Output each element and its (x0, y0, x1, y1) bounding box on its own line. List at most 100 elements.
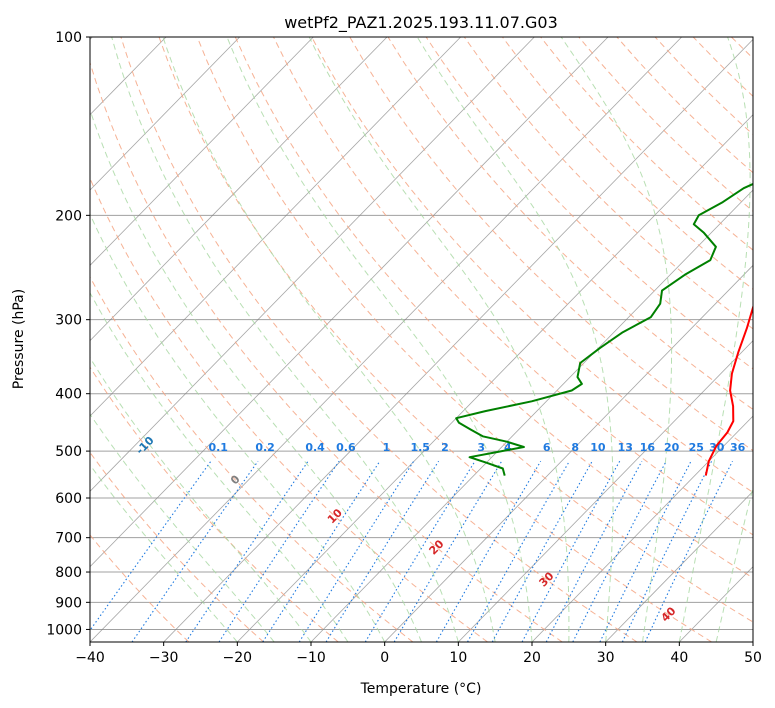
plot-frame (89, 36, 754, 643)
mixing-ratio-label: 10 (590, 441, 606, 454)
y-tick-label: 100 (55, 30, 82, 46)
mixing-ratio-line (90, 460, 212, 632)
mixing-ratio-label: 0.1 (208, 441, 228, 454)
dry-adiabat-line (90, 276, 414, 642)
x-tick-label: 30 (597, 650, 615, 666)
moist-adiabat-line (308, 37, 570, 642)
background-lines (90, 37, 753, 642)
mixing-ratio-label: 0.2 (255, 441, 275, 454)
mixing-ratio-line (545, 460, 643, 642)
y-axis: 100 200 300 400 500 600 700 800 900 1000 (46, 30, 90, 638)
mixing-ratio-label: 8 (571, 441, 579, 454)
moist-adiabat-line (90, 464, 238, 642)
mixing-ratio-line (185, 460, 309, 642)
y-tick-label: 400 (55, 387, 82, 403)
mixing-ratio-label: 30 (709, 441, 725, 454)
plot-area (90, 37, 753, 642)
isotherm-line (90, 37, 388, 342)
mixing-ratio-line (621, 460, 713, 642)
mixing-ratio-line (572, 460, 667, 642)
mixing-ratio-line (325, 460, 440, 642)
y-tick-label: 600 (55, 491, 82, 507)
dry-adiabat-line (90, 61, 563, 642)
isotherm-line (90, 37, 461, 417)
moist-adiabat-line (162, 37, 496, 642)
mixing-ratio-label: 2 (441, 441, 449, 454)
mixing-ratio-line (262, 460, 381, 642)
dry-adiabat-line (90, 451, 264, 642)
dewpoint-profile-line (455, 182, 753, 476)
moist-adiabat-line (226, 37, 533, 642)
mixing-ratio-line (467, 460, 570, 642)
dry-adiabat-line (90, 366, 339, 642)
mixing-ratio-line (491, 460, 593, 642)
moist-adiabat-line (90, 356, 312, 642)
mixing-ratio-label: 36 (730, 441, 746, 454)
moist-adiabat-line (90, 212, 386, 642)
x-tick-label: 20 (523, 650, 541, 666)
dry-adiabat-line (387, 37, 753, 411)
y-tick-label: 200 (55, 208, 82, 224)
chart-title: wetPf2_PAZ1.2025.193.11.07.G03 (284, 13, 558, 33)
isotherm-line (90, 37, 535, 492)
mixing-ratio-label: 1.5 (410, 441, 430, 454)
isotherm-line (163, 38, 753, 642)
mixing-ratio-label: 25 (689, 441, 704, 454)
mixing-ratio-line (364, 460, 476, 642)
profiles (455, 182, 753, 476)
mixing-ratio-line (521, 460, 621, 642)
dry-adiabat-line (120, 37, 638, 642)
isotherm-line (237, 114, 753, 642)
x-axis: −40 −30 −20 −10 0 10 20 30 40 50 (75, 642, 762, 666)
mixing-ratio-line (599, 460, 692, 642)
moist-adiabat-line (111, 37, 459, 642)
moist-adiabat-line (715, 485, 753, 642)
mixing-ratio-label: 16 (640, 441, 656, 454)
x-tick-label: −30 (149, 650, 179, 666)
dry-adiabat-line (196, 37, 753, 623)
x-tick-label: 10 (449, 650, 467, 666)
moist-adiabat-line (90, 108, 422, 642)
x-tick-label: −40 (75, 650, 105, 666)
x-tick-label: 50 (744, 650, 762, 666)
isotherm-line (310, 189, 753, 642)
y-tick-label: 700 (55, 531, 82, 547)
dry-adiabat-line (273, 37, 753, 536)
mixing-ratio-line (644, 460, 733, 642)
y-axis-label: Pressure (hPa) (11, 289, 27, 389)
dry-adiabat-line (90, 177, 488, 642)
x-tick-label: −20 (223, 650, 253, 666)
isotherm-line (458, 340, 753, 642)
moist-adiabat-line (416, 37, 614, 642)
y-tick-label: 800 (55, 565, 82, 581)
mixing-ratio-label: 0.4 (305, 441, 325, 454)
y-tick-label: 1000 (46, 622, 82, 638)
isotherm-line (90, 37, 240, 191)
mixing-ratio-label: 20 (664, 441, 680, 454)
moist-adiabat-line (678, 37, 751, 642)
y-tick-label: 500 (55, 444, 82, 460)
mixing-ratio-label: 3 (477, 441, 485, 454)
mixing-ratio-label: 13 (618, 441, 633, 454)
mixing-ratio-label: 1 (383, 441, 391, 454)
x-tick-label: 0 (380, 650, 389, 666)
x-axis-label: Temperature (°C) (360, 681, 482, 697)
dry-adiabat-line (349, 37, 753, 452)
mixing-ratio-label: 6 (543, 441, 551, 454)
mixing-ratio-line (298, 460, 415, 642)
mixing-ratio-label: 0.6 (336, 441, 356, 454)
moist-adiabat-line (90, 413, 275, 642)
line-labels: 0.10.20.40.611.52346810131620253036-100-… (133, 434, 746, 625)
isotherm-line (605, 490, 753, 642)
temperature-profile-line (704, 304, 753, 476)
mixing-ratio-label: 4 (504, 441, 512, 454)
x-tick-label: 40 (670, 650, 688, 666)
dry-adiabat-line (425, 37, 753, 370)
isotherm-line (90, 37, 609, 568)
moist-adiabat-line (560, 37, 673, 642)
isotherm-line (90, 37, 314, 266)
isotherm-line (531, 415, 753, 642)
y-tick-label: 900 (55, 595, 82, 611)
dry-adiabat-line (311, 37, 753, 493)
